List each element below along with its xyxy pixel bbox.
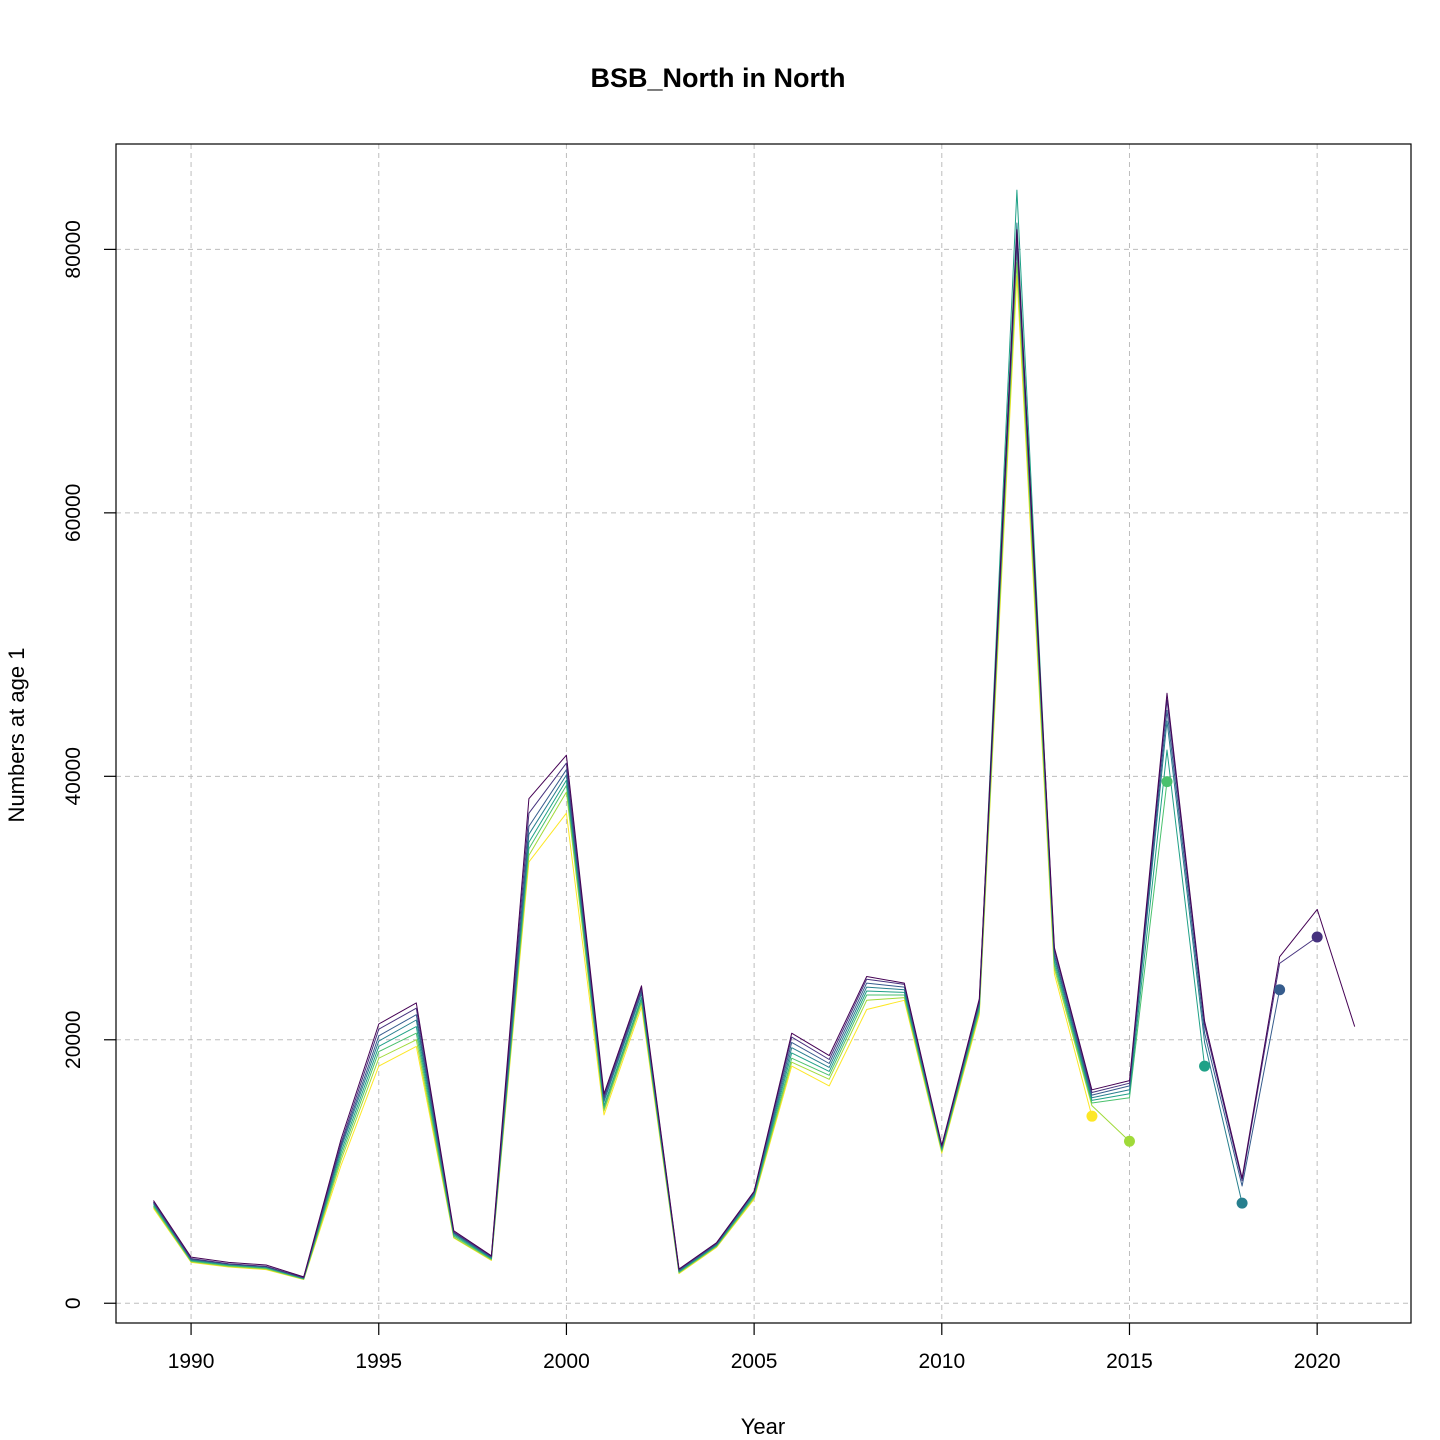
series-line-2 [153,235,1318,1279]
y-axis-label: Numbers at age 1 [4,648,29,823]
series-line-1 [153,229,1356,1278]
data-point-2015 [1123,1135,1135,1147]
y-tick-label: 40000 [62,747,85,805]
x-tick-label: 2015 [1106,1350,1153,1373]
plot-frame [115,143,1412,1324]
y-tick-label: 80000 [62,220,85,278]
x-tick-label: 2020 [1294,1350,1341,1373]
y-tick-label: 60000 [62,484,85,542]
series-line-7 [153,262,1130,1280]
chart-title: BSB_North in North [591,63,846,93]
x-axis-label: Year [741,1414,785,1439]
series-line-4 [153,222,1243,1279]
x-tick-label: 2000 [543,1350,590,1373]
series-lines [153,189,1356,1280]
data-point-2018 [1236,1197,1248,1209]
data-point-2020 [1311,931,1323,943]
data-point-2016 [1161,776,1173,788]
data-point-2019 [1274,984,1286,996]
grid [116,144,1411,1323]
data-point-2017 [1199,1060,1211,1072]
y-tick-label: 0 [62,1297,85,1309]
x-tick-label: 1990 [168,1350,215,1373]
series-line-8 [153,275,1093,1280]
x-tick-label: 1995 [355,1350,402,1373]
y-axis: 0 20000 40000 60000 80000 [62,220,116,1309]
data-point-2014 [1086,1110,1098,1122]
series-points [1086,776,1323,1209]
x-tick-label: 2010 [918,1350,965,1373]
y-tick-label: 20000 [62,1011,85,1069]
x-axis: 1990 1995 2000 2005 2010 2015 2020 [168,1323,1341,1373]
series-line-3 [153,242,1281,1279]
x-tick-label: 2005 [731,1350,778,1373]
series-line-5 [153,189,1206,1279]
